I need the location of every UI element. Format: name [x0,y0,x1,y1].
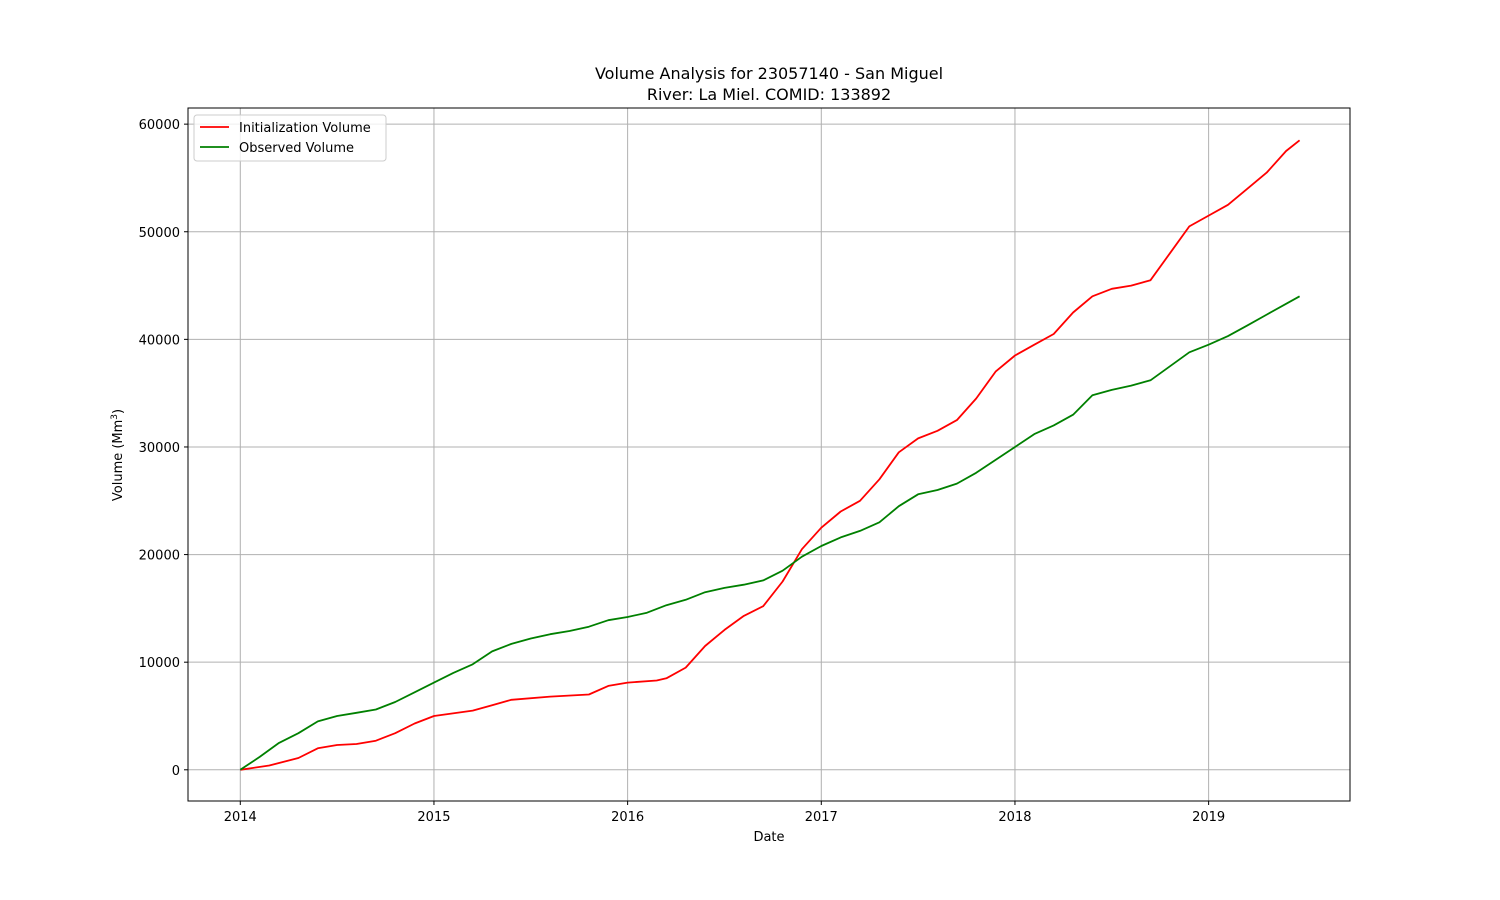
series-line-initialization-volume [240,139,1301,771]
x-tick-label: 2018 [998,810,1031,825]
series-line-observed-volume [239,295,1301,771]
x-tick-label: 2014 [224,810,257,825]
y-tick-label: 60000 [139,118,180,133]
chart-title-line2: River: La Miel. COMID: 133892 [647,85,891,104]
y-tick-label: 10000 [139,656,180,671]
x-tick-label: 2017 [805,810,838,825]
y-tick-label: 50000 [139,226,180,241]
y-axis-ticks: 0 10000 20000 30000 40000 50000 60000 [139,118,188,779]
legend-box [193,114,387,162]
y-axis-label-close: ) [111,409,126,414]
y-tick-label: 20000 [139,549,180,564]
y-axis-label-text: Volume (Mm [111,420,126,501]
x-tick-label: 2019 [1192,810,1225,825]
series-lines [239,139,1301,771]
y-tick-label: 40000 [139,333,180,348]
y-tick-label: 0 [172,764,180,779]
grid-lines [188,108,1350,801]
legend: Initialization Volume Observed Volume [193,114,387,162]
y-tick-label: 30000 [139,441,180,456]
legend-label-observed: Observed Volume [239,141,354,156]
x-tick-label: 2015 [417,810,450,825]
chart-title-line1: Volume Analysis for 23057140 - San Migue… [595,64,943,83]
plot-frame [187,107,1351,802]
x-axis-ticks: 2014 2015 2016 2017 2018 2019 [224,801,1225,825]
x-axis-label: Date [753,830,784,845]
x-tick-label: 2016 [611,810,644,825]
y-axis-label-superscript: 3 [110,414,120,420]
legend-label-initialization: Initialization Volume [239,121,371,136]
y-axis-label: Volume (Mm3) [110,409,126,501]
